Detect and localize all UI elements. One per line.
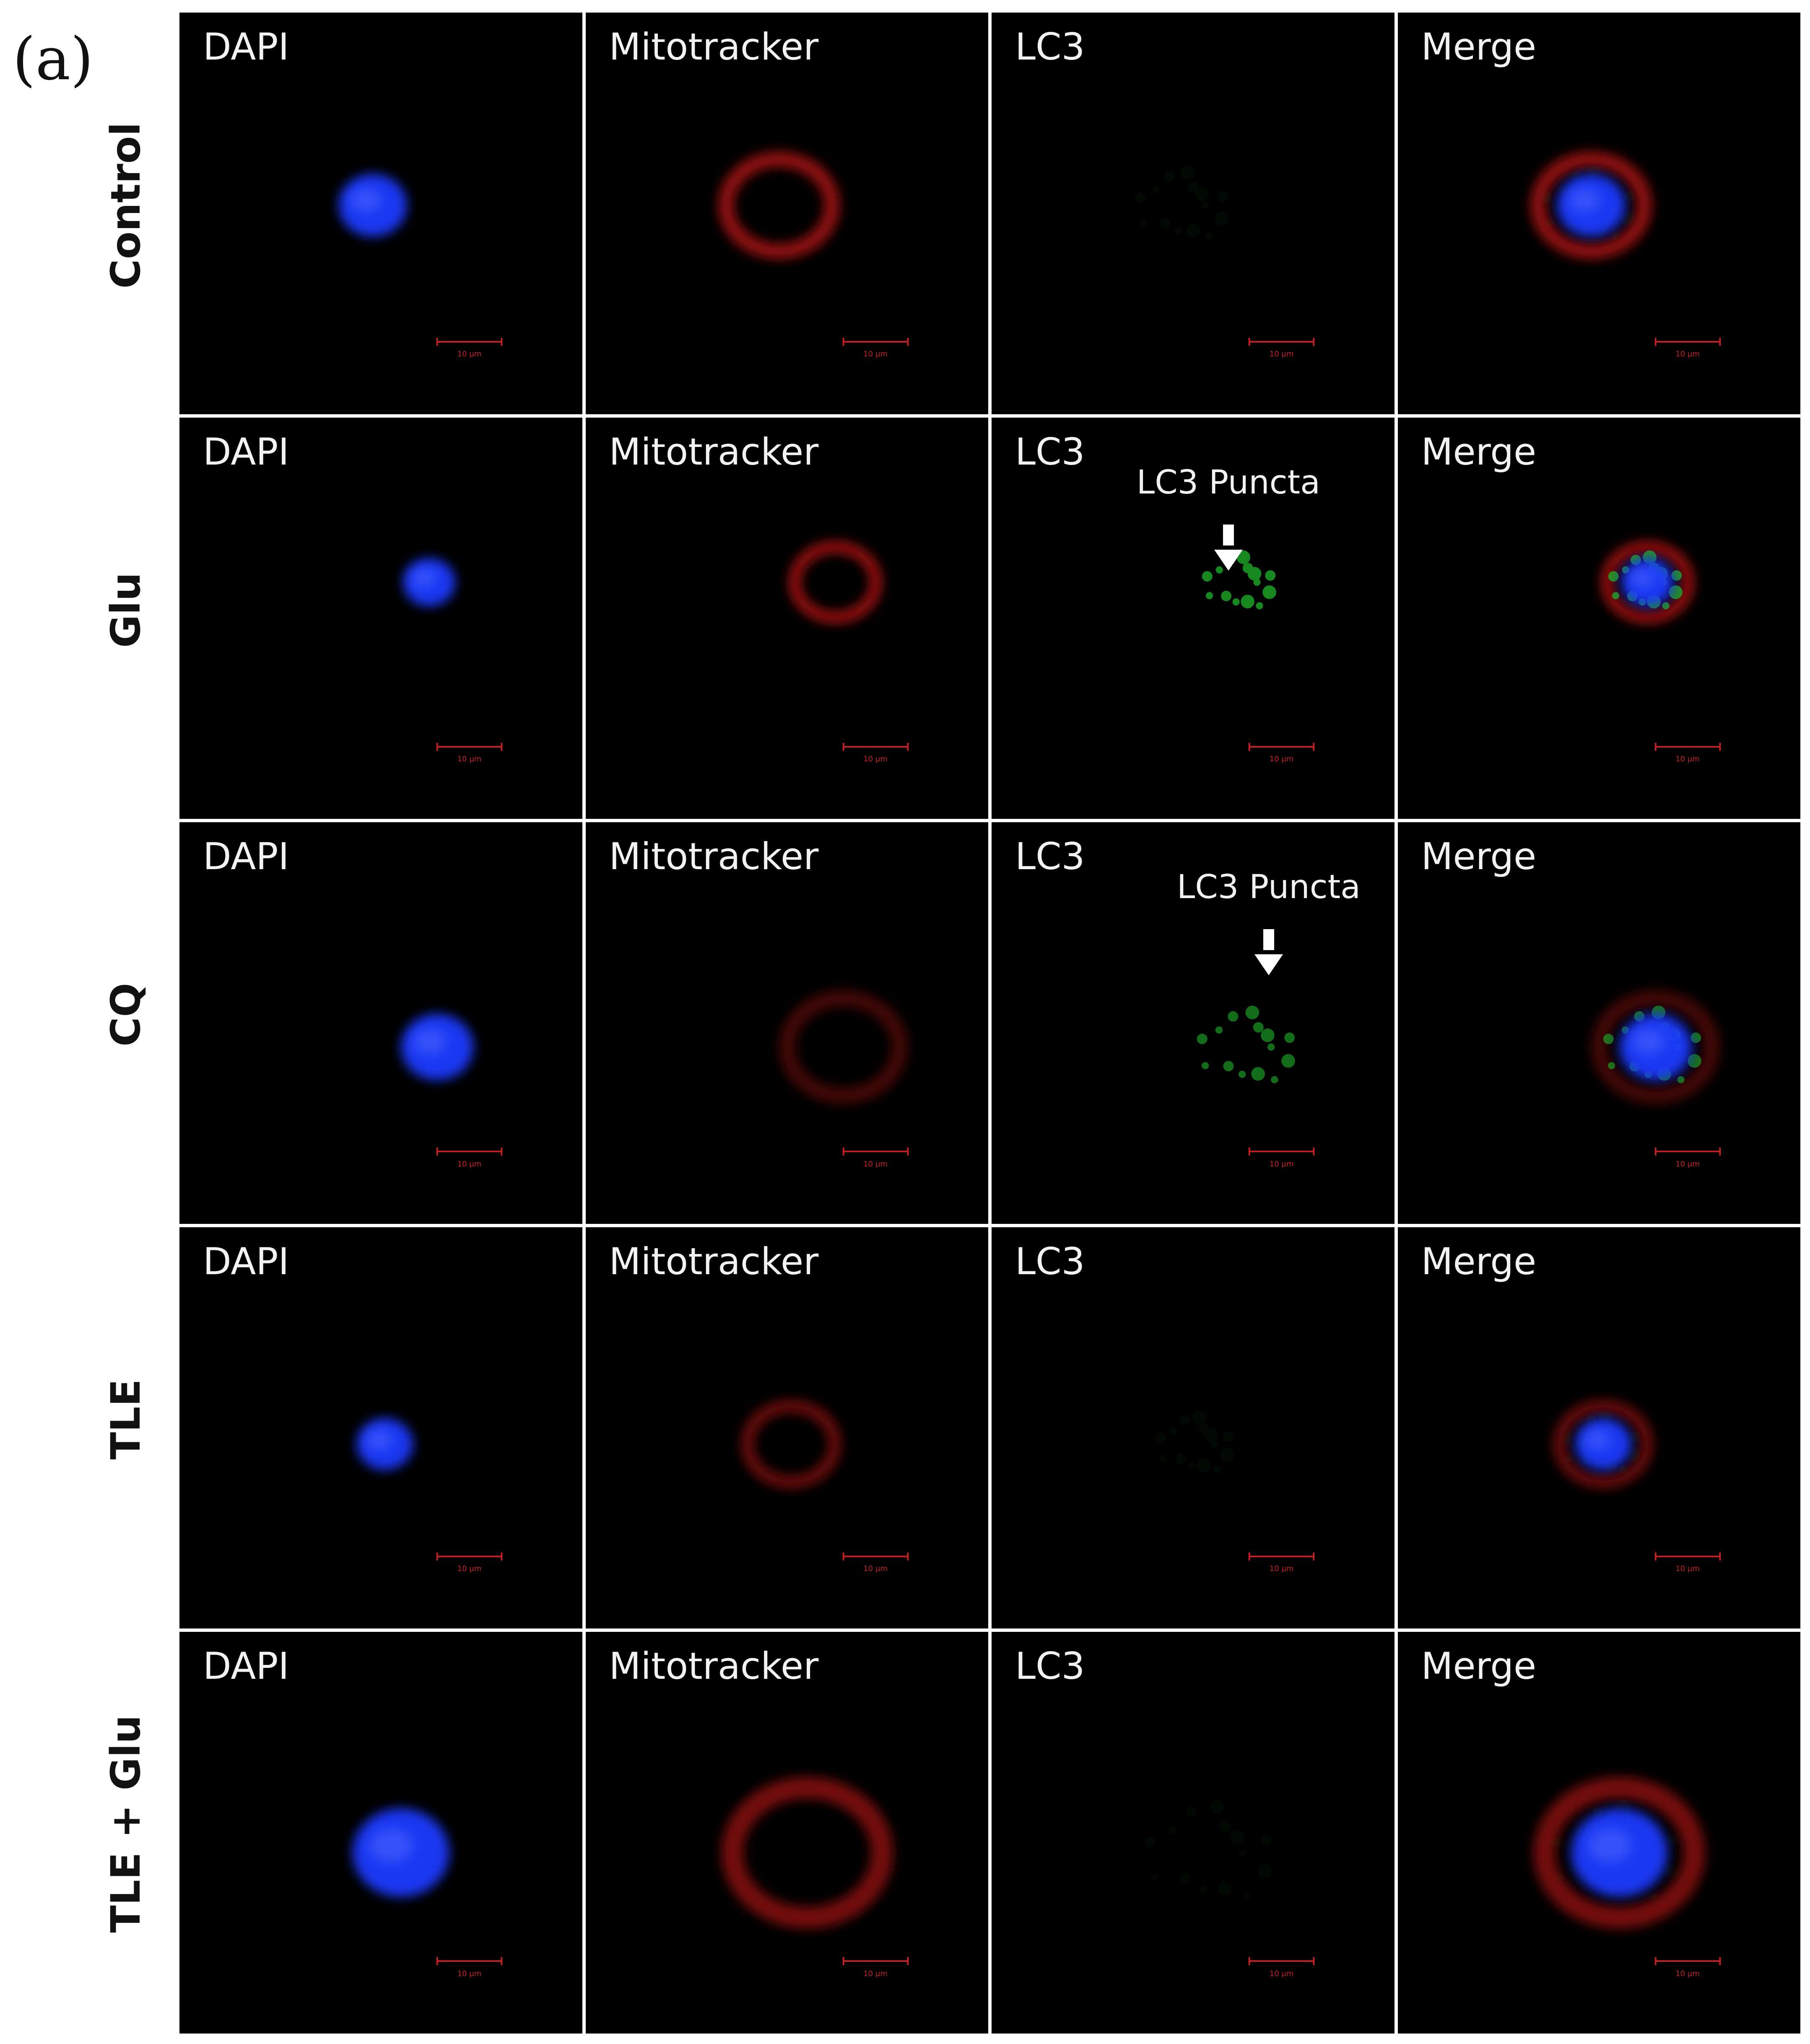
channel-title: DAPI	[203, 835, 289, 878]
micrograph-tle-merge: 10 μm Merge	[1397, 1227, 1800, 1629]
channel-title: DAPI	[203, 1239, 289, 1283]
scale-bar-label: 10 μm	[457, 1159, 482, 1169]
scale-bar-label: 10 μm	[457, 350, 482, 359]
micrograph-grid: 10 μm DAPI 10 μm Mitotracker 10 μm LC3 10 μm Me…	[179, 13, 1800, 2034]
scale-bar-label: 10 μm	[1269, 1564, 1294, 1574]
scale-bar-label: 10 μm	[457, 1564, 482, 1574]
mitochondria-signal	[741, 1400, 841, 1488]
channel-title: Mitotracker	[609, 430, 819, 473]
scale-bar-label: 10 μm	[1269, 1159, 1294, 1169]
micrograph-glu-lc3: 10 μm LC3 LC3 Puncta	[992, 417, 1395, 819]
micrograph-glu-merge: 10 μm Merge	[1397, 417, 1800, 819]
micrograph-tle-dapi: 10 μm DAPI	[179, 1227, 582, 1629]
micrograph-tle-glu-dapi: 10 μm DAPI	[179, 1632, 582, 2034]
channel-title: LC3	[1015, 1239, 1085, 1283]
micrograph-tle-glu-mitotracker: 10 μm Mitotracker	[585, 1632, 988, 2034]
scale-bar-label: 10 μm	[1269, 754, 1294, 764]
mitochondria-signal	[1533, 1777, 1705, 1929]
scale-bar-label: 10 μm	[457, 754, 482, 764]
channel-title: Mitotracker	[609, 1239, 819, 1283]
scale-bar-label: 10 μm	[1269, 1969, 1294, 1978]
mitochondria-signal	[718, 151, 840, 259]
channel-title: LC3	[1015, 25, 1085, 68]
micrograph-cq-merge: 10 μm Merge	[1397, 822, 1800, 1224]
scale-bar-label: 10 μm	[863, 1159, 888, 1169]
lc3-signal	[1145, 1800, 1272, 1900]
channel-title: LC3	[1015, 1644, 1085, 1688]
panel-label: (a)	[13, 25, 93, 93]
channel-title: DAPI	[203, 25, 289, 68]
row-label-glu: Glu	[102, 572, 149, 648]
channel-title: DAPI	[203, 430, 289, 473]
lc3-signal	[1135, 166, 1229, 240]
micrograph-tle-lc3: 10 μm LC3	[992, 1227, 1395, 1629]
scale-bar-label: 10 μm	[1675, 754, 1700, 764]
channel-title: LC3	[1015, 430, 1085, 473]
micrograph-cq-dapi: 10 μm DAPI	[179, 822, 582, 1224]
channel-title: DAPI	[203, 1644, 289, 1688]
micrograph-control-dapi: 10 μm DAPI	[179, 13, 582, 414]
channel-title: Mitotracker	[609, 25, 819, 68]
lc3-puncta-label: LC3 Puncta	[1136, 463, 1320, 501]
row-label-cq: CQ	[102, 982, 149, 1047]
scale-bar-label: 10 μm	[1675, 1969, 1700, 1978]
scale-bar-label: 10 μm	[863, 350, 888, 359]
scale-bar-label: 10 μm	[1675, 1159, 1700, 1169]
channel-title: Merge	[1421, 1644, 1537, 1688]
scale-bar-label: 10 μm	[457, 1969, 482, 1978]
down-arrow-icon	[1263, 929, 1274, 951]
mitochondria-signal	[779, 990, 908, 1104]
channel-title: Merge	[1421, 835, 1537, 878]
scale-bar-label: 10 μm	[863, 1564, 888, 1574]
down-arrow-icon	[1223, 524, 1234, 545]
mitochondria-signal	[1591, 990, 1720, 1104]
micrograph-control-merge: 10 μm Merge	[1397, 13, 1800, 414]
lc3-puncta-annotation: LC3 Puncta	[1176, 868, 1361, 976]
scale-bar-label: 10 μm	[1675, 350, 1700, 359]
mitochondria-signal	[1530, 151, 1652, 259]
channel-title: Merge	[1421, 1239, 1537, 1283]
micrograph-control-mitotracker: 10 μm Mitotracker	[585, 13, 988, 414]
scale-bar-label: 10 μm	[1269, 350, 1294, 359]
lc3-puncta-annotation: LC3 Puncta	[1136, 463, 1320, 571]
row-label-tle: TLE	[102, 1379, 149, 1460]
micrograph-glu-mitotracker: 10 μm Mitotracker	[585, 417, 988, 819]
channel-title: Mitotracker	[609, 1644, 819, 1688]
scale-bar-label: 10 μm	[863, 1969, 888, 1978]
mitochondria-signal	[721, 1777, 893, 1929]
micrograph-tle-glu-merge: 10 μm Merge	[1397, 1632, 1800, 2034]
micrograph-glu-dapi: 10 μm DAPI	[179, 417, 582, 819]
row-label-tle-glu: TLE + Glu	[102, 1715, 149, 1933]
channel-title: Merge	[1421, 25, 1537, 68]
lc3-signal	[1197, 1005, 1295, 1083]
mitochondria-signal	[1601, 541, 1694, 623]
micrograph-cq-mitotracker: 10 μm Mitotracker	[585, 822, 988, 1224]
mitochondria-signal	[1553, 1400, 1653, 1488]
channel-title: Merge	[1421, 430, 1537, 473]
scale-bar-label: 10 μm	[1675, 1564, 1700, 1574]
lc3-puncta-label: LC3 Puncta	[1176, 868, 1361, 906]
micrograph-tle-glu-lc3: 10 μm LC3	[992, 1632, 1395, 2034]
micrograph-cq-lc3: 10 μm LC3 LC3 Puncta	[992, 822, 1395, 1224]
channel-title: LC3	[1015, 835, 1085, 878]
lc3-signal	[1155, 1410, 1234, 1473]
micrograph-tle-mitotracker: 10 μm Mitotracker	[585, 1227, 988, 1629]
scale-bar-label: 10 μm	[863, 754, 888, 764]
micrograph-control-lc3: 10 μm LC3	[992, 13, 1395, 414]
mitochondria-signal	[789, 541, 882, 623]
channel-title: Mitotracker	[609, 835, 819, 878]
row-label-control: Control	[102, 122, 149, 289]
